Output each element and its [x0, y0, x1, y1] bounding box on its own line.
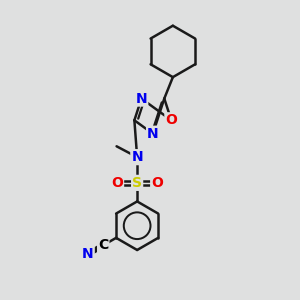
Text: O: O: [151, 176, 163, 190]
Text: N: N: [82, 247, 94, 261]
Text: C: C: [98, 238, 108, 252]
Text: N: N: [136, 92, 147, 106]
Text: O: O: [111, 176, 123, 190]
Text: N: N: [131, 150, 143, 164]
Text: S: S: [132, 176, 142, 190]
Text: O: O: [165, 113, 177, 127]
Text: N: N: [147, 127, 159, 141]
